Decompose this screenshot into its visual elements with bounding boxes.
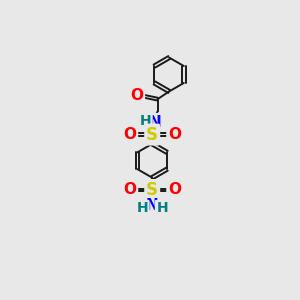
Text: O: O: [168, 182, 181, 197]
Text: H: H: [136, 202, 148, 215]
Text: H: H: [156, 202, 168, 215]
Text: O: O: [130, 88, 143, 103]
Text: N: N: [149, 115, 162, 130]
Text: O: O: [123, 127, 136, 142]
Text: H: H: [140, 114, 151, 128]
Text: N: N: [146, 198, 159, 213]
Text: S: S: [146, 181, 158, 199]
Text: O: O: [168, 127, 181, 142]
Text: O: O: [123, 182, 136, 197]
Text: S: S: [146, 126, 158, 144]
